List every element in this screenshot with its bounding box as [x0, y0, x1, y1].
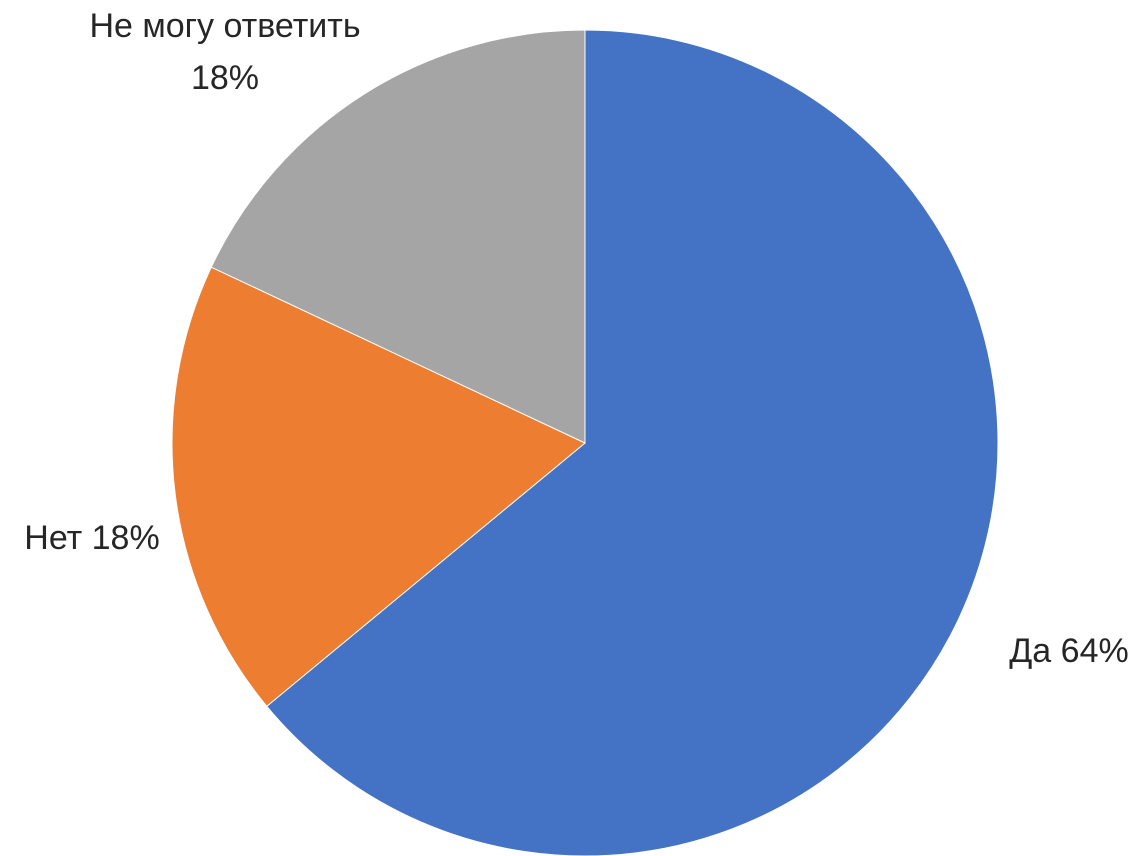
- pie-slice-label-3: Не могу ответить 18%: [89, 7, 360, 97]
- pie-slice-label-2: Нет 18%: [24, 519, 159, 557]
- pie-slice-label-line: Нет 18%: [24, 519, 159, 557]
- pie-slice-2: [171, 266, 586, 707]
- labels-layer: Да 64% Нет 18% Не могу ответить 18%: [24, 7, 1128, 670]
- pie-slice-label-line: 18%: [191, 59, 259, 97]
- pie-slice-3: [210, 29, 586, 444]
- pie-slice-label-line: Да 64%: [1009, 632, 1128, 670]
- pie-slice-label-line: Не могу ответить: [89, 7, 360, 45]
- pie-slice-1: [266, 29, 999, 856]
- pie-slice-label-1: Да 64%: [1009, 632, 1128, 670]
- slices-layer: [171, 29, 999, 856]
